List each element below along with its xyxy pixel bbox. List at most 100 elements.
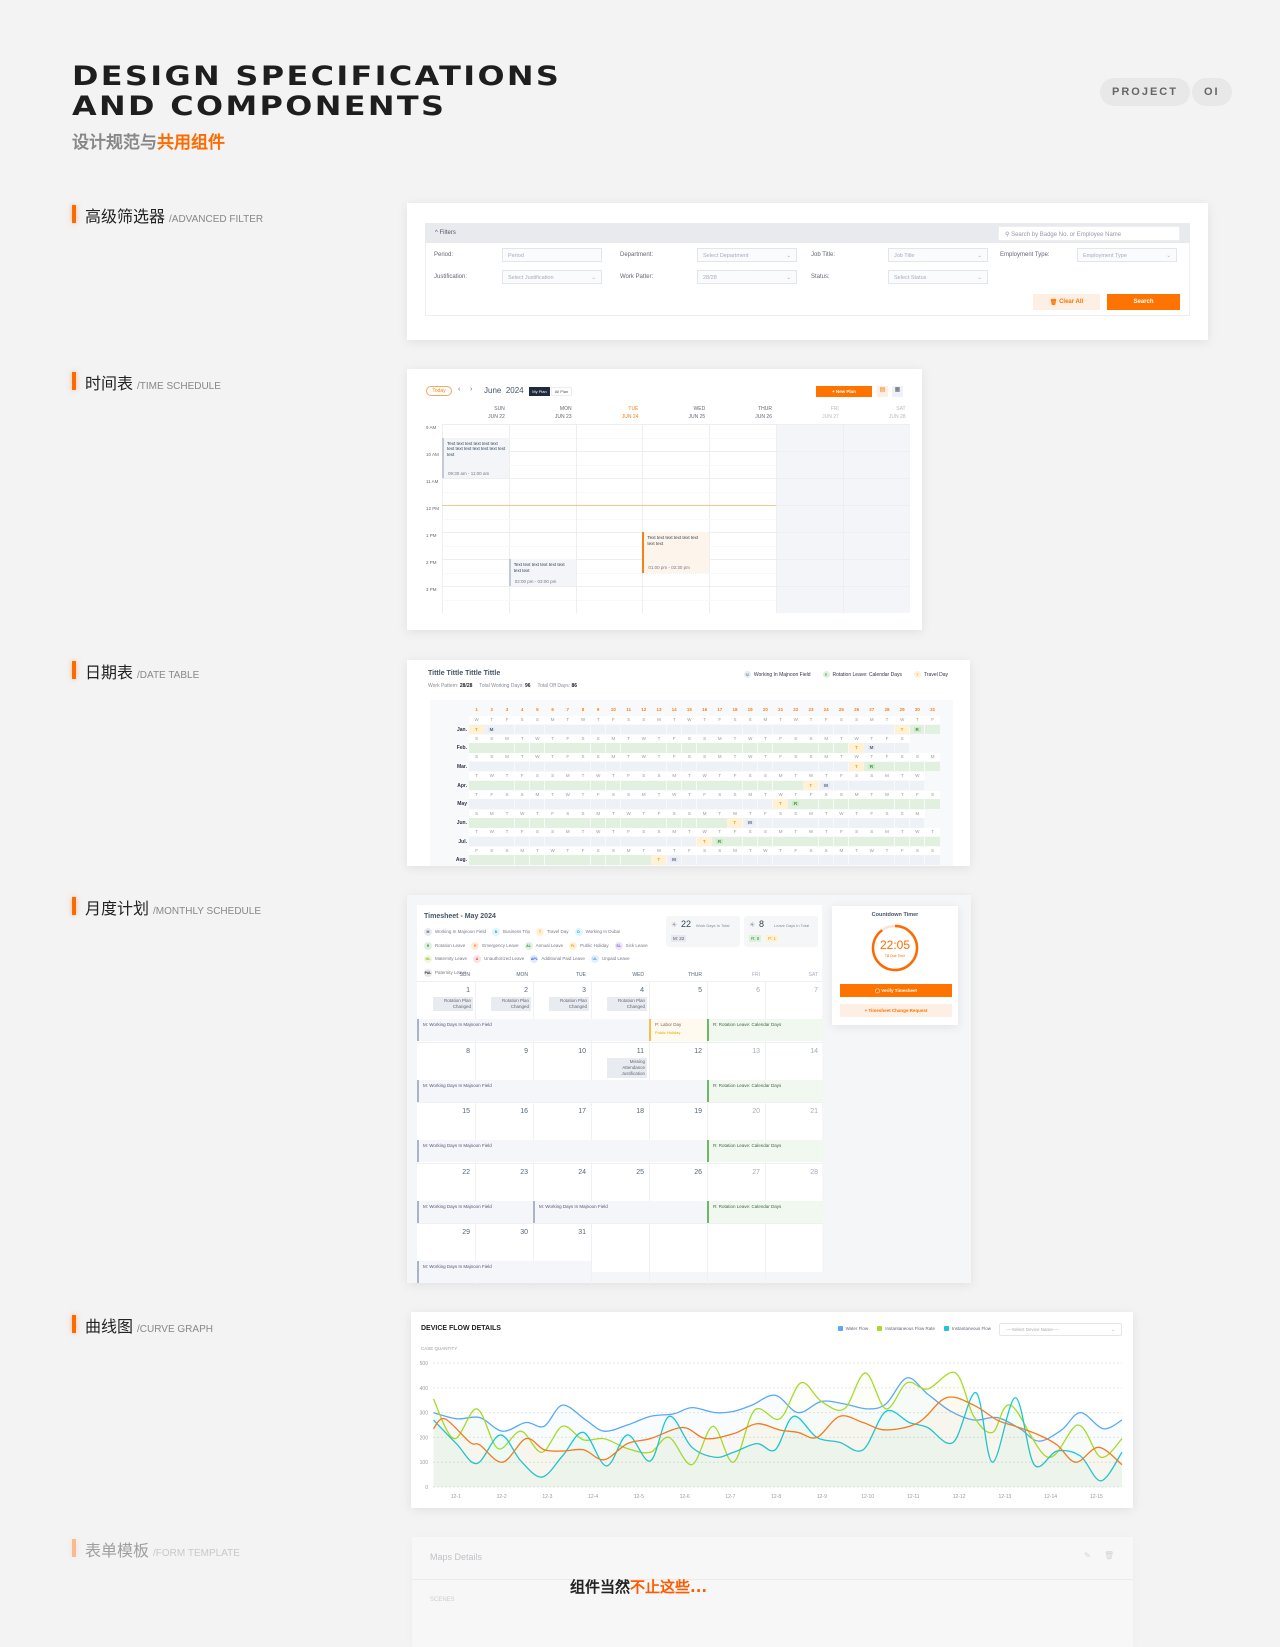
- filter-input-2[interactable]: Job Title ⌄: [888, 248, 988, 262]
- day-cell[interactable]: [697, 818, 712, 828]
- day-cell[interactable]: [666, 761, 682, 772]
- day-cell[interactable]: [475, 1102, 533, 1163]
- day-cell[interactable]: [727, 855, 743, 865]
- day-cell[interactable]: [697, 724, 712, 734]
- day-cell[interactable]: [499, 724, 515, 734]
- day-cell[interactable]: [529, 799, 545, 809]
- day-cell[interactable]: [909, 799, 925, 809]
- day-cell[interactable]: [849, 799, 864, 809]
- day-cell[interactable]: [605, 724, 621, 734]
- day-cell[interactable]: [636, 799, 651, 809]
- day-cell[interactable]: [469, 855, 484, 865]
- day-cell[interactable]: [879, 761, 895, 772]
- day-cell[interactable]: [575, 799, 591, 809]
- day-cell[interactable]: [803, 855, 819, 865]
- day-cell[interactable]: [575, 743, 591, 753]
- my-plan-tab[interactable]: My Plan: [529, 387, 550, 396]
- clear-all-button[interactable]: 🗑︎ Clear All: [1033, 294, 1100, 310]
- day-cell[interactable]: [742, 836, 758, 847]
- day-cell[interactable]: [529, 724, 545, 734]
- day-cell[interactable]: [833, 799, 849, 809]
- day-cell[interactable]: [469, 818, 484, 828]
- day-cell[interactable]: T: [894, 724, 910, 734]
- delete-icon[interactable]: 🗑︎: [1104, 1551, 1115, 1560]
- day-cell[interactable]: [560, 836, 575, 847]
- day-cell[interactable]: [529, 818, 545, 828]
- day-cell[interactable]: [788, 743, 803, 753]
- day-cell[interactable]: [742, 761, 758, 772]
- day-cell[interactable]: [788, 836, 803, 847]
- day-cell[interactable]: [651, 724, 667, 734]
- day-cell[interactable]: [894, 855, 910, 865]
- day-cell[interactable]: [803, 836, 819, 847]
- day-cell[interactable]: [803, 818, 819, 828]
- day-cell[interactable]: [560, 743, 575, 753]
- schedule-bar-leave[interactable]: R: Rotation Leave: Calendar Days: [707, 1140, 823, 1162]
- schedule-bar-leave[interactable]: R: Rotation Leave: Calendar Days: [707, 1019, 823, 1041]
- day-cell[interactable]: [590, 724, 606, 734]
- day-cell[interactable]: [864, 799, 879, 809]
- new-plan-button[interactable]: + New Plan: [816, 386, 872, 397]
- schedule-bar-work[interactable]: M: Working Days In Majnoon Field: [417, 1261, 591, 1283]
- day-cell[interactable]: [590, 818, 606, 828]
- day-cell[interactable]: [484, 761, 499, 772]
- day-cell[interactable]: [757, 818, 773, 828]
- day-cell[interactable]: [707, 1162, 765, 1223]
- day-cell[interactable]: [765, 1102, 823, 1163]
- day-cell[interactable]: [651, 818, 667, 828]
- day-cell[interactable]: [773, 780, 788, 791]
- day-cell[interactable]: [818, 836, 834, 847]
- schedule-bar-leave[interactable]: R: Rotation Leave: Calendar Days: [707, 1200, 823, 1223]
- day-cell[interactable]: [765, 1041, 823, 1102]
- day-cell[interactable]: [469, 743, 484, 753]
- day-cell[interactable]: [475, 1223, 533, 1284]
- day-cell[interactable]: [649, 981, 707, 1042]
- day-cell[interactable]: [484, 818, 499, 828]
- schedule-bar-holiday[interactable]: P: Labor Day Public Holiday: [649, 1019, 707, 1041]
- day-cell[interactable]: [909, 761, 925, 772]
- day-cell[interactable]: [681, 780, 697, 791]
- day-cell[interactable]: [712, 855, 727, 865]
- day-cell[interactable]: [666, 799, 682, 809]
- filter-input-0[interactable]: Period: [502, 248, 602, 262]
- schedule-bar-leave[interactable]: R: Rotation Leave: Calendar Days: [707, 1079, 823, 1102]
- day-cell[interactable]: [925, 761, 940, 772]
- day-cell[interactable]: [909, 836, 925, 847]
- day-cell[interactable]: [560, 761, 575, 772]
- day-cell[interactable]: [514, 780, 530, 791]
- day-cell[interactable]: [773, 836, 788, 847]
- day-cell[interactable]: [529, 743, 545, 753]
- day-cell[interactable]: M: [818, 780, 834, 791]
- day-cell[interactable]: [591, 1162, 649, 1223]
- day-cell[interactable]: [649, 1102, 707, 1163]
- day-cell[interactable]: [833, 743, 849, 753]
- day-cell[interactable]: [605, 743, 621, 753]
- day-cell[interactable]: [818, 855, 834, 865]
- day-cell[interactable]: [649, 1223, 707, 1284]
- day-cell[interactable]: [757, 799, 773, 809]
- day-cell[interactable]: [514, 818, 530, 828]
- day-cell[interactable]: [773, 818, 788, 828]
- day-cell[interactable]: [575, 761, 591, 772]
- day-cell[interactable]: [909, 855, 925, 865]
- day-cell[interactable]: T: [803, 780, 819, 791]
- day-cell[interactable]: [757, 743, 773, 753]
- day-cell[interactable]: [636, 836, 651, 847]
- day-cell[interactable]: M: [666, 855, 682, 865]
- day-cell[interactable]: [697, 855, 712, 865]
- day-cell[interactable]: [757, 836, 773, 847]
- day-cell[interactable]: [560, 818, 575, 828]
- day-cell[interactable]: M: [484, 724, 499, 734]
- day-cell[interactable]: T: [651, 855, 667, 865]
- day-cell[interactable]: [864, 818, 879, 828]
- day-cell[interactable]: [757, 761, 773, 772]
- day-cell[interactable]: [605, 761, 621, 772]
- filter-input-1[interactable]: Select Department ⌄: [697, 248, 797, 262]
- day-cell[interactable]: R: [909, 724, 925, 734]
- day-cell[interactable]: [605, 780, 621, 791]
- day-cell[interactable]: [560, 855, 575, 865]
- day-cell[interactable]: [533, 1223, 591, 1284]
- day-cell[interactable]: [727, 836, 743, 847]
- day-cell[interactable]: [909, 780, 925, 791]
- day-cell[interactable]: [499, 780, 515, 791]
